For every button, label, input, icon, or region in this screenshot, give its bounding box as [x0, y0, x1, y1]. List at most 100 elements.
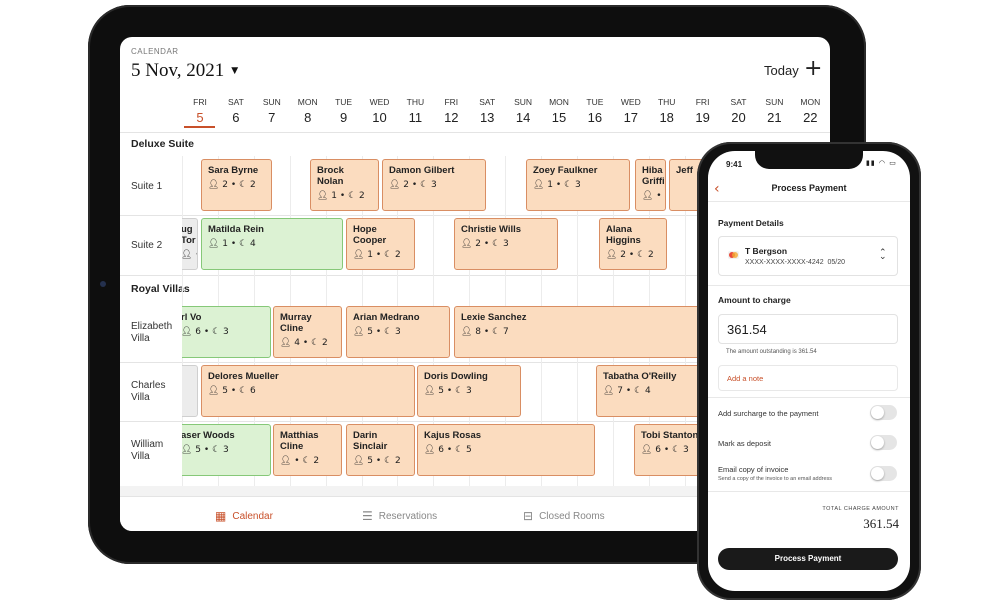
plus-icon[interactable]: + [804, 56, 823, 81]
guest-count: 1 [222, 239, 229, 249]
status-time: 9:41 [726, 160, 743, 169]
moon-icon: ☾ [384, 250, 395, 260]
night-count: 3 [395, 327, 401, 337]
day-of-week: THU [406, 97, 425, 107]
day-header-item[interactable]: THU 18 [649, 97, 685, 125]
booking-block[interactable]: Tabatha O'Reilly 👤︎ 7 • ☾ 4 [596, 365, 706, 417]
day-number: 11 [408, 110, 423, 125]
divider [708, 397, 910, 398]
booking-guest-name: Jeff [676, 165, 693, 176]
day-header-item[interactable]: MON 8 [290, 97, 326, 125]
booking-meta: 👤︎ 6 • ☾ 3 [182, 327, 264, 338]
day-number: 21 [767, 110, 782, 125]
current-date: 5 Nov, 2021 [131, 60, 225, 81]
booking-meta: 👤︎ 7 • ☾ 4 [603, 386, 699, 397]
day-header-item[interactable]: THU 11 [397, 97, 433, 125]
booking-block[interactable]: Lexie Sanchez 👤︎ 8 • ☾ 7 [454, 306, 714, 358]
separator: • [228, 180, 240, 190]
date-picker[interactable]: 5 Nov, 2021 ▼ [131, 60, 238, 82]
day-header-item[interactable]: SUN 14 [505, 97, 541, 125]
nav-closed-rooms[interactable]: ⊟ Closed Rooms [523, 509, 605, 523]
day-header-item[interactable]: FRI 19 [685, 97, 721, 125]
booking-block[interactable]: Hiba Griffi 👤︎ • ☾ 2 [635, 159, 666, 211]
divider [120, 275, 830, 276]
day-number: 7 [268, 110, 276, 125]
booking-block[interactable]: Hope Cooper 👤︎ 1 • ☾ 2 [346, 218, 415, 270]
day-header-item[interactable]: TUE 9 [326, 97, 362, 125]
day-header-item[interactable]: SAT 6 [218, 97, 254, 125]
booking-block[interactable] [182, 365, 198, 417]
booking-block[interactable]: Doris Dowling 👤︎ 5 • ☾ 3 [417, 365, 521, 417]
booking-guest-name: Doris Dowling [424, 371, 488, 382]
nav-reservations[interactable]: ☰ Reservations [362, 509, 437, 523]
booking-block[interactable]: Matthias Cline 👤︎ • ☾ 2 [273, 424, 342, 476]
guest-count: 5 [367, 327, 374, 337]
email-copy-toggle[interactable] [870, 466, 897, 481]
day-header-item[interactable]: MON 15 [541, 97, 577, 125]
payment-details-label: Payment Details [718, 218, 784, 228]
horizontal-scrollbar[interactable] [120, 486, 830, 496]
booking-guest-name: Kajus Rosas [424, 430, 482, 441]
day-header-item[interactable]: SAT 20 [721, 97, 757, 125]
booking-block[interactable]: Alana Higgins 👤︎ 2 • ☾ 2 [599, 218, 667, 270]
booking-block[interactable]: Christie Wills 👤︎ 2 • ☾ 3 [454, 218, 558, 270]
day-header-item[interactable]: FRI 5 [182, 97, 218, 125]
booking-block[interactable]: Delores Mueller 👤︎ 5 • ☾ 6 [201, 365, 415, 417]
reservations-icon: ☰ [362, 509, 373, 523]
guest-count: 2 [403, 180, 410, 190]
guest-icon: 👤︎ [182, 250, 196, 260]
guest-icon: 👤︎ [389, 180, 404, 190]
nav-calendar[interactable]: ▦ Calendar [215, 509, 273, 523]
day-header-item[interactable]: SUN 21 [756, 97, 792, 125]
day-header-item[interactable]: SUN 7 [254, 97, 290, 125]
booking-guest-name: Tobi Stanton [641, 430, 699, 441]
moon-icon: ☾ [239, 180, 250, 190]
process-payment-button[interactable]: Process Payment [718, 548, 898, 570]
section-deluxe-suite: Deluxe Suite [131, 138, 195, 150]
day-of-week: FRI [193, 97, 207, 107]
booking-block[interactable]: Kajus Rosas 👤︎ 6 • ☾ 5 [417, 424, 595, 476]
night-count: 2 [648, 250, 654, 260]
booking-block[interactable]: Sara Byrne 👤︎ 2 • ☾ 2 [201, 159, 272, 211]
booking-meta: 👤︎ 1 • ☾ 2 [317, 191, 372, 202]
booking-block[interactable]: aser Woods 👤︎ 5 • ☾ 3 [182, 424, 271, 476]
day-header-item[interactable]: WED 17 [613, 97, 649, 125]
booking-block[interactable]: Darin Sinclair 👤︎ 5 • ☾ 2 [346, 424, 415, 476]
booking-meta: 👤︎ • ☾ 2 [182, 250, 197, 261]
booking-block[interactable]: Matilda Rein 👤︎ 1 • ☾ 4 [201, 218, 343, 270]
card-name: T Bergson [745, 246, 788, 256]
day-header-item[interactable]: FRI 12 [433, 97, 469, 125]
night-count: 3 [466, 386, 472, 396]
separator: • [373, 456, 385, 466]
booking-meta: 👤︎ 5 • ☾ 3 [353, 327, 443, 338]
booking-block[interactable]: rl Vo 👤︎ 6 • ☾ 3 [182, 306, 271, 358]
card-selector[interactable]: T Bergson XXXX-XXXX-XXXX-4242 05/20 ⌃ ⌄ [718, 236, 898, 276]
booking-block[interactable]: Murray Cline 👤︎ 4 • ☾ 2 [273, 306, 342, 358]
booking-block[interactable]: ug Tor 👤︎ • ☾ 2 [182, 218, 198, 270]
day-header-item[interactable]: MON 22 [792, 97, 828, 125]
booking-meta: 👤︎ 5 • ☾ 3 [182, 445, 264, 456]
day-of-week: THU [657, 97, 676, 107]
moon-icon: ☾ [455, 386, 466, 396]
booking-guest-name: Tabatha O'Reilly [603, 371, 677, 382]
booking-block[interactable]: Brock Nolan 👤︎ 1 • ☾ 2 [310, 159, 379, 211]
moon-icon: ☾ [455, 445, 466, 455]
booking-block[interactable]: Arian Medrano 👤︎ 5 • ☾ 3 [346, 306, 450, 358]
day-header-item[interactable]: SAT 13 [469, 97, 505, 125]
today-button[interactable]: Today [764, 63, 799, 78]
night-count: 3 [683, 445, 689, 455]
booking-guest-name: Damon Gilbert [389, 165, 455, 176]
add-note-button[interactable]: Add a note [718, 365, 898, 391]
amount-input[interactable]: 361.54 [718, 314, 898, 344]
day-of-week: MON [297, 97, 318, 107]
separator: • [481, 239, 493, 249]
day-header-item[interactable]: TUE 16 [577, 97, 613, 125]
deposit-toggle[interactable] [870, 435, 897, 450]
day-header-item[interactable]: WED 10 [362, 97, 398, 125]
email-copy-subtitle: Send a copy of the invoice to an email a… [718, 476, 833, 482]
booking-block[interactable]: Damon Gilbert 👤︎ 2 • ☾ 3 [382, 159, 486, 211]
booking-guest-name: Christie Wills [461, 224, 522, 235]
surcharge-toggle[interactable] [870, 405, 897, 420]
booking-block[interactable]: Zoey Faulkner 👤︎ 1 • ☾ 3 [526, 159, 630, 211]
back-icon[interactable]: ‹ [714, 181, 720, 197]
